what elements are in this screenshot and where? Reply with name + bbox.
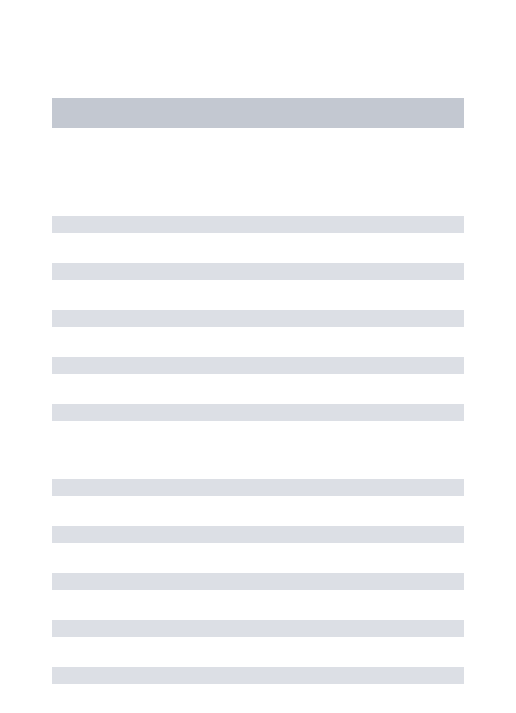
skeleton-line — [52, 357, 464, 374]
skeleton-line — [52, 216, 464, 233]
skeleton-line — [52, 573, 464, 590]
skeleton-line — [52, 310, 464, 327]
skeleton-line — [52, 526, 464, 543]
skeleton-line-group-2 — [52, 479, 464, 684]
skeleton-title-bar — [52, 98, 464, 128]
skeleton-line — [52, 263, 464, 280]
skeleton-line-group-1 — [52, 216, 464, 421]
skeleton-line — [52, 404, 464, 421]
skeleton-line — [52, 479, 464, 496]
skeleton-line — [52, 667, 464, 684]
skeleton-line — [52, 620, 464, 637]
skeleton-group-gap — [52, 451, 464, 479]
skeleton-placeholder — [0, 0, 516, 684]
